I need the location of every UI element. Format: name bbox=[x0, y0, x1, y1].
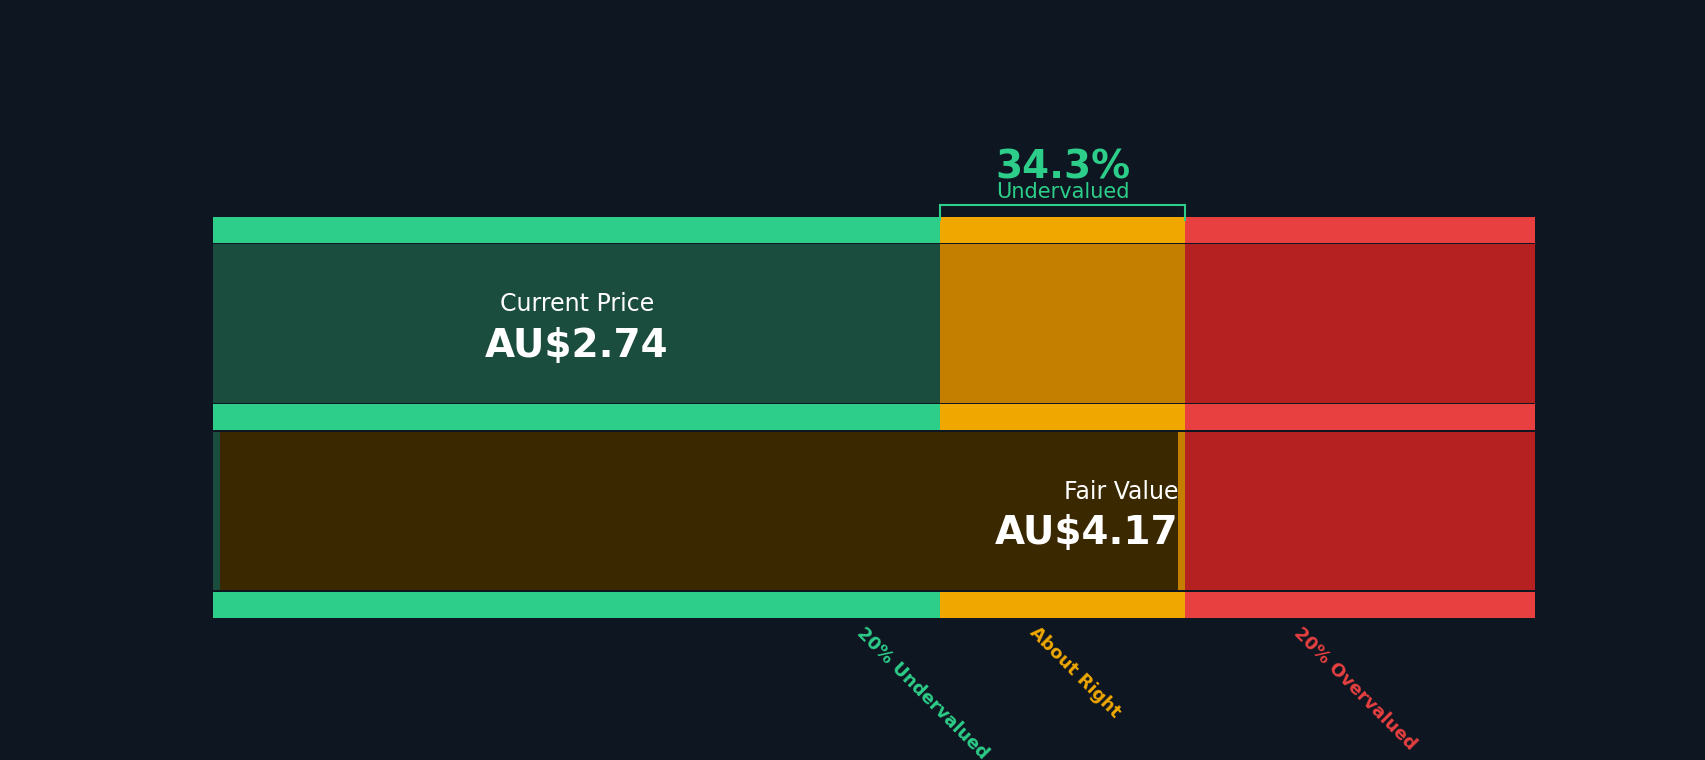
Bar bbox=[213, 404, 939, 430]
Text: Current Price: Current Price bbox=[500, 293, 653, 316]
Bar bbox=[939, 592, 1185, 618]
Bar bbox=[220, 244, 933, 403]
Text: About Right: About Right bbox=[1025, 624, 1124, 722]
Bar bbox=[1185, 592, 1534, 618]
Bar bbox=[1185, 404, 1534, 430]
Bar bbox=[939, 432, 1185, 591]
Bar bbox=[213, 244, 939, 403]
Bar bbox=[1185, 432, 1534, 591]
Text: AU$4.17: AU$4.17 bbox=[994, 515, 1178, 553]
Bar bbox=[939, 244, 1185, 403]
Bar bbox=[1185, 217, 1534, 242]
Text: 20% Undervalued: 20% Undervalued bbox=[852, 624, 991, 760]
Text: 20% Overvalued: 20% Overvalued bbox=[1289, 624, 1419, 753]
Bar bbox=[213, 592, 939, 618]
Text: AU$2.74: AU$2.74 bbox=[484, 327, 668, 365]
Bar bbox=[213, 217, 939, 242]
Bar bbox=[220, 432, 1178, 591]
Text: Undervalued: Undervalued bbox=[996, 182, 1129, 202]
Bar bbox=[1185, 244, 1534, 403]
Bar bbox=[939, 404, 1185, 430]
Text: 34.3%: 34.3% bbox=[994, 148, 1130, 186]
Bar bbox=[939, 217, 1185, 242]
Bar bbox=[213, 432, 939, 591]
Text: Fair Value: Fair Value bbox=[1064, 480, 1178, 504]
